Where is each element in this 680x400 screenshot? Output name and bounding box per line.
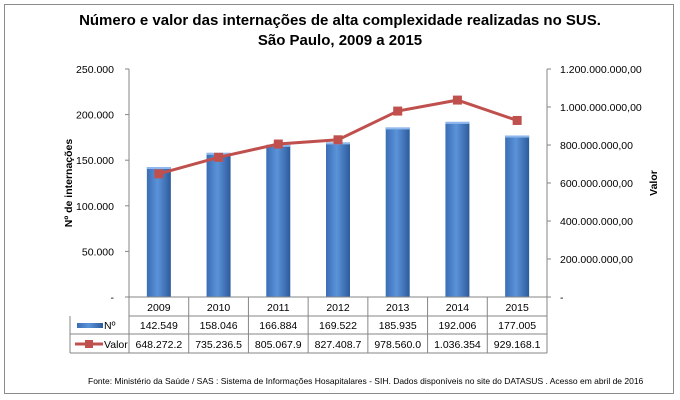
category-label: 2013 <box>386 302 410 314</box>
category-label: 2010 <box>207 302 231 314</box>
bar-top-highlight <box>445 121 470 124</box>
chart-title: Número e valor das internações de alta c… <box>79 12 601 29</box>
bar-value-label: 166.884 <box>259 320 297 332</box>
bar-2009 <box>146 166 171 297</box>
right-tick-label: 400.000.000,00 <box>560 216 633 228</box>
bar-2011 <box>266 144 291 297</box>
legend-line-label: Valor <box>104 339 128 351</box>
right-tick-label: 1.200.000.000,00 <box>560 64 642 76</box>
legend-line-marker <box>85 340 93 348</box>
line-value-label: 827.408.7 <box>315 339 362 351</box>
right-tick-label: - <box>560 292 564 304</box>
valor-marker-2012 <box>333 135 343 145</box>
legend-bar-label: Nº <box>104 320 116 332</box>
bar-2015 <box>505 135 530 297</box>
bar-2012 <box>326 142 350 297</box>
chart-frame <box>4 4 674 394</box>
left-tick-label: 150.000 <box>76 155 114 167</box>
category-label: 2011 <box>267 302 290 314</box>
bar-top-highlight <box>505 135 530 138</box>
category-label: 2015 <box>505 302 529 314</box>
line-value-label: 978.560.0 <box>374 339 421 351</box>
bar-value-label: 169.522 <box>319 320 357 332</box>
bar-value-label: 158.046 <box>200 320 238 332</box>
source-note: Fonte: Ministério da Saúde / SAS : Siste… <box>88 376 644 386</box>
bar-value-label: 142.549 <box>140 320 178 332</box>
valor-marker-2014 <box>452 95 462 105</box>
line-value-label: 929.168.1 <box>494 339 541 351</box>
left-tick-label: 50.000 <box>82 246 114 258</box>
bar-value-label: 177.005 <box>498 320 536 332</box>
chart-subtitle: São Paulo, 2009 a 2015 <box>257 32 423 49</box>
valor-marker-2015 <box>512 115 522 125</box>
line-value-label: 805.067.9 <box>255 339 302 351</box>
valor-marker-2011 <box>273 139 283 149</box>
left-tick-label: 100.000 <box>76 201 114 213</box>
bar-top-highlight <box>385 127 410 130</box>
left-axis-label: Nº de internações <box>63 139 75 228</box>
legend-bar-key <box>77 323 103 328</box>
bar-value-label: 192.006 <box>438 320 476 332</box>
left-tick-label: 200.000 <box>76 110 114 122</box>
right-tick-label: 200.000.000,00 <box>560 254 633 266</box>
valor-marker-2013 <box>393 106 403 116</box>
bar-top-highlight <box>146 166 171 169</box>
category-label: 2012 <box>326 302 350 314</box>
bar-2013 <box>385 127 410 297</box>
line-value-label: 1.036.354 <box>434 339 481 351</box>
left-tick-label: 250.000 <box>76 64 114 76</box>
right-tick-label: 1.000.000.000,00 <box>560 102 642 114</box>
valor-marker-2010 <box>214 152 224 162</box>
bar-2010 <box>206 152 231 297</box>
valor-marker-2009 <box>154 169 164 179</box>
right-tick-label: 800.000.000,00 <box>560 140 633 152</box>
right-axis-label: Valor <box>648 170 660 196</box>
category-label: 2009 <box>147 302 171 314</box>
right-tick-label: 600.000.000,00 <box>560 178 633 190</box>
line-value-label: 735.236.5 <box>195 339 242 351</box>
left-tick-label: - <box>111 292 115 304</box>
category-label: 2014 <box>446 302 470 314</box>
bar-value-label: 185.935 <box>379 320 417 332</box>
bar-2014 <box>445 121 470 297</box>
line-value-label: 648.272.2 <box>135 339 182 351</box>
